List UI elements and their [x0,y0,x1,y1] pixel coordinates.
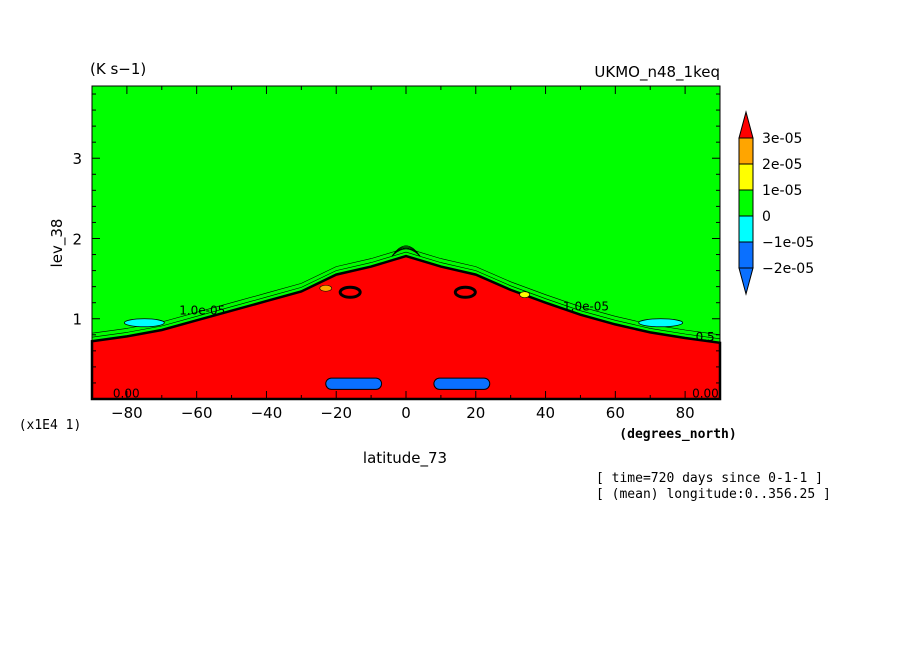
x-tick-label: −20 [320,404,352,422]
contour-line [91,251,721,340]
colorbar-label: 0 [762,209,771,225]
colorbar-label: 1e-05 [762,183,802,199]
colorbar-swatch [738,215,754,243]
negative-pocket [325,377,383,390]
positive-pocket [519,291,530,298]
x-tick-label: −80 [111,404,143,422]
y-axis-label: lev_38 [48,219,67,268]
colorbar-swatch [738,241,754,269]
colorbar-label: 3e-05 [762,131,802,147]
plot-area: 0.00 0.00 1.0e-05 1.0e-05 0.5 [90,85,722,401]
y-tick-label: 1 [72,311,82,329]
colorbar-label: −1e-05 [762,235,814,251]
x-tick-label: 0 [401,404,411,422]
x-tick-label: 20 [466,404,485,422]
colorbar: 3e-05 2e-05 1e-05 0 −1e-05 −2e-05 [738,110,814,296]
contour-ring [338,285,362,299]
time-annotation: [ time=720 days since 0-1-1 ] [596,471,823,486]
colorbar-label: 2e-05 [762,157,802,173]
chart-title-units: (K s−1) [90,60,146,78]
colorbar-swatch [738,163,754,191]
negative-pocket [433,377,491,390]
x-tick-label: −40 [251,404,283,422]
x-tick-label: −60 [181,404,213,422]
contour-label: 1.0e-05 [563,300,609,314]
contour-label: 1.0e-05 [179,304,225,318]
contour-label: 0.00 [113,386,140,400]
colorbar-swatch [738,137,754,165]
x-tick-label: 40 [536,404,555,422]
x-tick-label: 60 [606,404,625,422]
colorbar-bottom-arrow [738,267,754,296]
y-axis-scale-note: (x1E4 1) [19,418,82,433]
x-axis: −80 −60 −40 −20 0 20 40 60 80 [91,86,721,422]
x-axis-units: (degrees_north) [619,427,736,442]
x-axis-label: latitude_73 [363,449,447,468]
y-tick-label: 3 [72,150,82,168]
longitude-annotation: [ (mean) longitude:0..356.25 ] [596,487,831,502]
negative-pocket-left-flank [123,318,165,328]
field-positive-region [90,254,722,401]
colorbar-label: −2e-05 [762,261,814,277]
y-axis: 1 2 3 [72,93,720,384]
contour-label: 0.5 [696,330,715,344]
colorbar-top-arrow [738,110,754,139]
contour-ring [453,285,477,299]
contour-line [391,245,421,257]
contour-label: 0.00 [692,386,719,400]
positive-pocket [319,284,333,292]
negative-pocket-right-flank [638,318,684,328]
colorbar-swatch [738,189,754,217]
y-tick-label: 2 [72,230,82,248]
chart-dataset-name: UKMO_n48_1keq [594,63,720,82]
x-tick-label: 80 [676,404,695,422]
